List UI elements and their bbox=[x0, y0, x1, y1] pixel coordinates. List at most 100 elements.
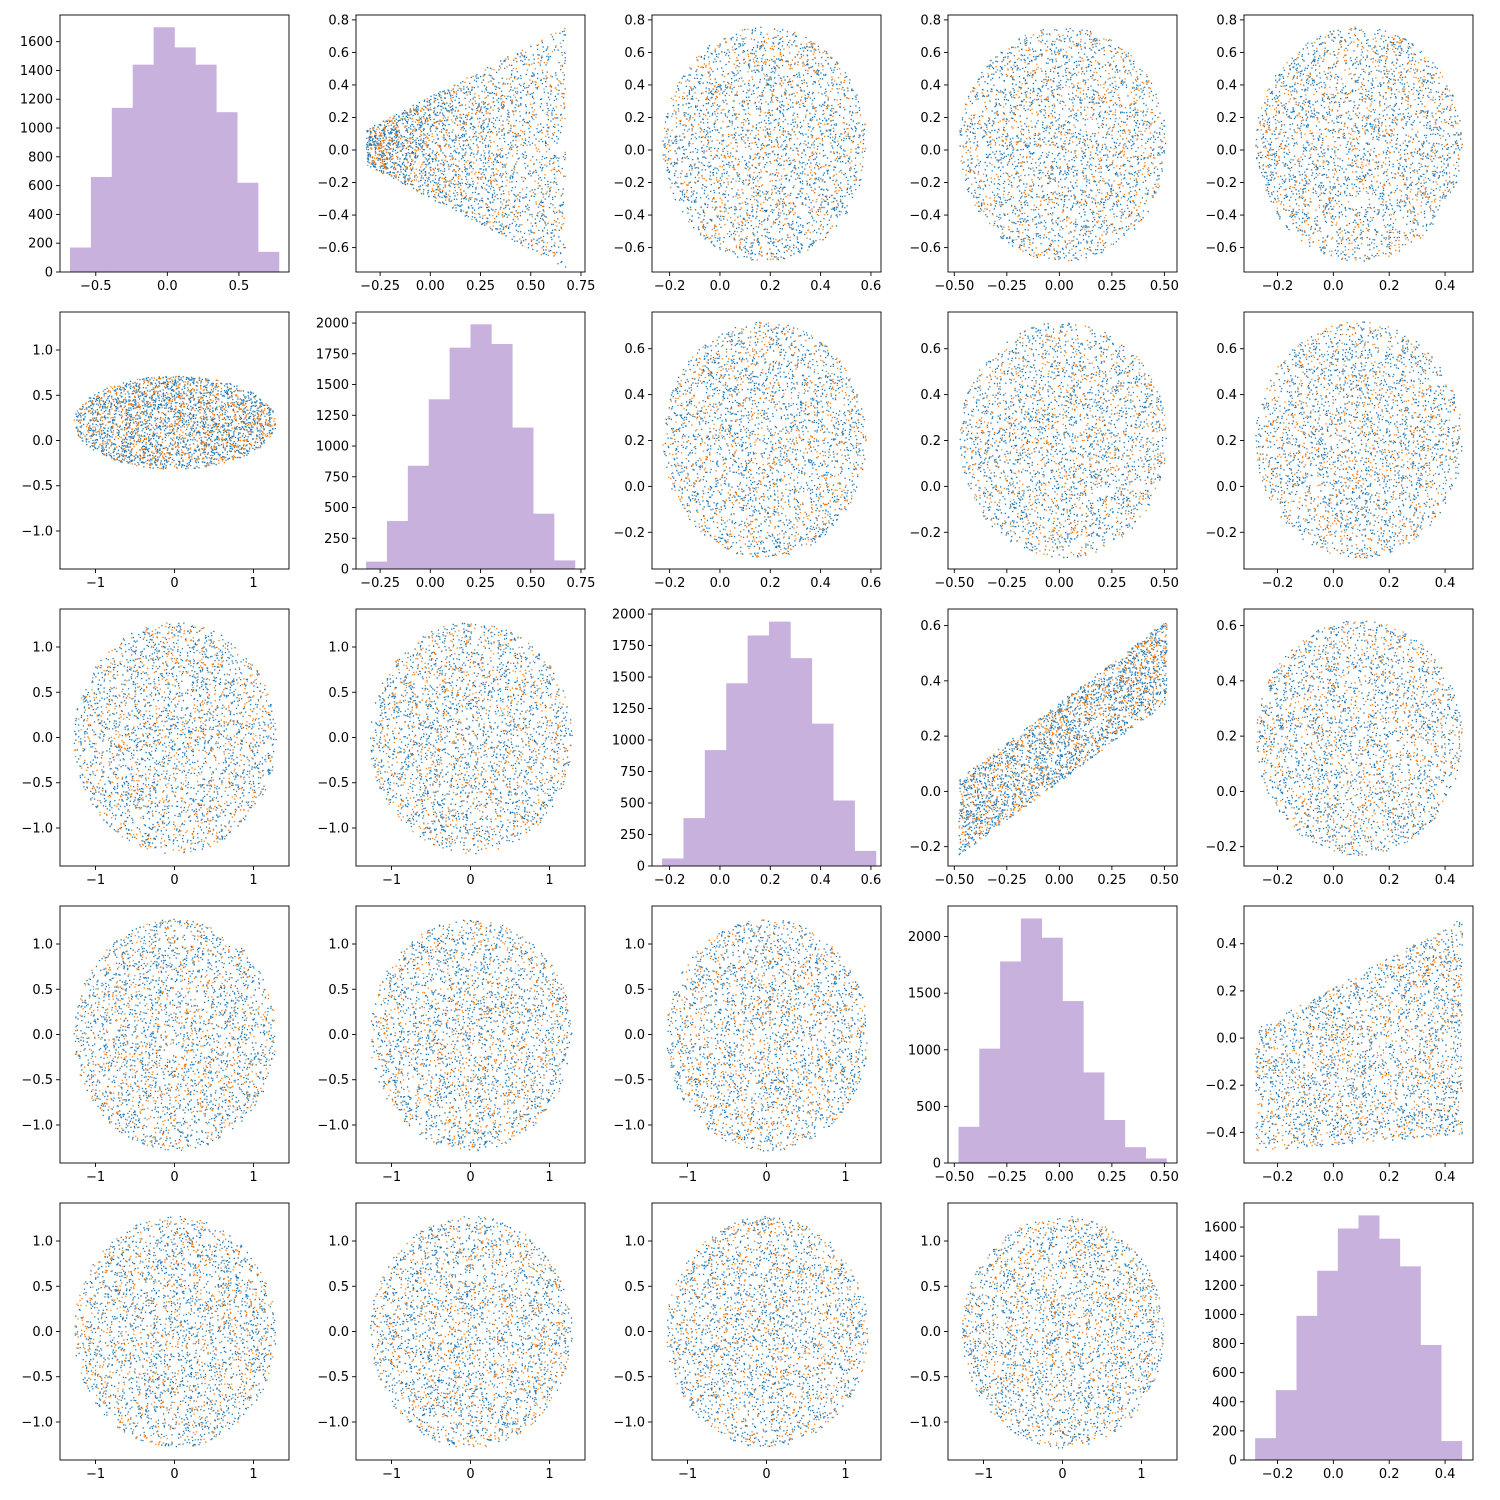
y-tick-label: 750 bbox=[620, 765, 645, 780]
y-tick-label: 600 bbox=[28, 179, 53, 194]
y-tick-label: −0.4 bbox=[909, 209, 941, 224]
y-tick-label: −0.2 bbox=[1205, 176, 1237, 191]
x-tick-label: 0.00 bbox=[1045, 873, 1074, 888]
y-tick-label: 750 bbox=[324, 470, 349, 485]
y-tick-label: 0.6 bbox=[624, 342, 645, 357]
y-tick-label: 0.4 bbox=[920, 78, 941, 93]
y-tick-label: 250 bbox=[324, 532, 349, 547]
axes-frame bbox=[651, 608, 882, 867]
y-tick-label: 0.2 bbox=[1216, 434, 1237, 449]
x-tick-label: 1 bbox=[249, 576, 257, 591]
hist-bar bbox=[790, 658, 813, 866]
y-tick-label: 0 bbox=[45, 266, 53, 281]
y-tick-label: 1000 bbox=[908, 1043, 941, 1058]
panel-r3-c4: −0.50 −0.25 0.00 0.25 0.50 −0.2 0.0 0.2 0.4 0.6 bbox=[909, 608, 1179, 888]
x-tick-label: 0.00 bbox=[1045, 279, 1074, 294]
hist-bar bbox=[704, 750, 727, 866]
x-tick-label: −0.25 bbox=[987, 1170, 1027, 1185]
x-tick-label: 0.4 bbox=[1435, 576, 1456, 591]
y-tick-label: 1750 bbox=[612, 639, 645, 654]
panel-r3-c1: −1 0 1 −1.0 −0.5 0.0 0.5 1.0 bbox=[21, 608, 290, 888]
x-tick-label: −0.50 bbox=[934, 1170, 974, 1185]
x-tick-label: 0.25 bbox=[1097, 873, 1126, 888]
plot-area bbox=[70, 27, 280, 272]
x-tick-label: 0.0 bbox=[710, 279, 731, 294]
x-tick-label: 1 bbox=[841, 1170, 849, 1185]
y-tick-label: 0.6 bbox=[1216, 46, 1237, 61]
y-tick-label: 1400 bbox=[20, 64, 53, 79]
x-tick-label: 0.00 bbox=[1045, 576, 1074, 591]
y-tick-label: −0.5 bbox=[317, 1073, 349, 1088]
y-tick-label: 0.0 bbox=[32, 434, 53, 449]
y-tick-label: 1.0 bbox=[624, 938, 645, 953]
hist-bar bbox=[1441, 1441, 1463, 1460]
y-tick-label: 0.4 bbox=[1216, 388, 1237, 403]
x-tick-label: −0.25 bbox=[987, 576, 1027, 591]
panels: −0.5 0.0 0.502004006008001000120014001600−… bbox=[20, 13, 1474, 1482]
y-tick-label: 1000 bbox=[316, 440, 349, 455]
hist-bar bbox=[90, 176, 113, 272]
y-tick-label: 0.5 bbox=[624, 1280, 645, 1295]
x-tick-label: 1 bbox=[545, 873, 553, 888]
hist-bar bbox=[1379, 1238, 1401, 1460]
y-tick-label: −0.2 bbox=[909, 840, 941, 855]
hist-bar bbox=[237, 182, 259, 272]
y-tick-label: 250 bbox=[620, 828, 645, 843]
y-tick-label: 400 bbox=[28, 208, 53, 223]
y-tick-label: −0.2 bbox=[1205, 1079, 1237, 1094]
y-tick-label: −1.0 bbox=[21, 1118, 53, 1133]
panel-r1-c3: −0.2 0.0 0.2 0.4 0.6 −0.6 −0.4 −0.2 0.0 0.2 0.4 0.6… bbox=[613, 13, 882, 294]
y-tick-label: −1.0 bbox=[21, 524, 53, 539]
series-a-points bbox=[75, 375, 276, 470]
x-tick-label: 0.4 bbox=[1435, 873, 1456, 888]
y-tick-label: −0.2 bbox=[1205, 526, 1237, 541]
x-tick-label: −1 bbox=[974, 1467, 993, 1482]
x-tick-label: 0 bbox=[170, 1467, 178, 1482]
y-tick-label: 0.0 bbox=[624, 1028, 645, 1043]
x-tick-label: 0 bbox=[466, 1170, 474, 1185]
x-tick-label: 0 bbox=[170, 1170, 178, 1185]
series-a-points bbox=[959, 28, 1167, 261]
x-tick-label: −1 bbox=[382, 1467, 401, 1482]
y-tick-label: 0.8 bbox=[920, 13, 941, 28]
series-a-points bbox=[667, 1215, 869, 1447]
y-tick-label: 2000 bbox=[316, 317, 349, 332]
y-tick-label: 1.0 bbox=[328, 641, 349, 656]
y-tick-label: 800 bbox=[28, 150, 53, 165]
axes-frame bbox=[355, 311, 586, 570]
y-tick-label: 0.0 bbox=[624, 480, 645, 495]
y-tick-label: 0.4 bbox=[624, 78, 645, 93]
x-tick-label: 0.50 bbox=[516, 279, 545, 294]
y-tick-label: 0.0 bbox=[32, 1325, 53, 1340]
plot-area bbox=[1255, 26, 1463, 262]
y-tick-label: 0.5 bbox=[624, 983, 645, 998]
y-tick-label: 0.0 bbox=[328, 144, 349, 159]
x-tick-label: −0.2 bbox=[654, 576, 686, 591]
panel-r5-c5: −0.2 0.0 0.2 0.4 0 200 400 600 800 1000 1200 1400 16… bbox=[1204, 1202, 1474, 1482]
x-tick-label: 0 bbox=[466, 1467, 474, 1482]
y-tick-label: 0.4 bbox=[1216, 78, 1237, 93]
y-tick-label: 0 bbox=[637, 860, 645, 875]
y-tick-label: 0.4 bbox=[1216, 937, 1237, 952]
hist-bar bbox=[1358, 1215, 1380, 1460]
plot-area bbox=[73, 622, 277, 854]
y-tick-label: 0.6 bbox=[1216, 342, 1237, 357]
y-tick-label: 0.4 bbox=[920, 674, 941, 689]
y-tick-label: −0.5 bbox=[21, 479, 53, 494]
panel-r5-c3: −1 0 1 −1.0 −0.5 0.0 0.5 1.0 bbox=[613, 1202, 882, 1482]
y-tick-label: 0 bbox=[1229, 1454, 1237, 1469]
plot-area bbox=[370, 1216, 573, 1448]
y-tick-label: −0.6 bbox=[613, 241, 645, 256]
y-tick-label: −1.0 bbox=[21, 821, 53, 836]
x-tick-label: −1 bbox=[382, 873, 401, 888]
panel-r4-c5: −0.2 0.0 0.2 0.4 −0.4 −0.2 0.0 0.2 0.4 bbox=[1205, 905, 1474, 1185]
y-tick-label: −0.4 bbox=[613, 209, 645, 224]
x-tick-label: 0.2 bbox=[760, 279, 781, 294]
x-tick-label: −1 bbox=[86, 576, 105, 591]
panel-r5-c4: −1 0 1 −1.0 −0.5 0.0 0.5 1.0 bbox=[909, 1202, 1178, 1482]
x-tick-label: 0.4 bbox=[810, 873, 831, 888]
hist-bar bbox=[769, 621, 791, 866]
hist-bar bbox=[854, 850, 877, 866]
series-a-points bbox=[663, 321, 867, 558]
y-tick-label: 0.5 bbox=[328, 686, 349, 701]
